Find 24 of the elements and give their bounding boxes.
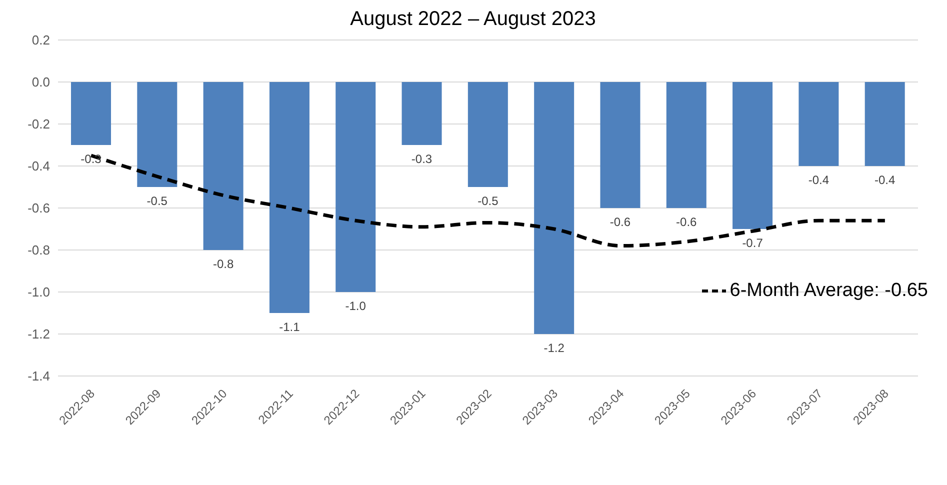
y-tick-label: -0.4 (28, 158, 50, 174)
data-label: -0.6 (610, 215, 631, 229)
legend-label: 6-Month Average: -0.65 (730, 280, 928, 302)
data-label: -0.4 (808, 173, 830, 187)
data-label: -0.7 (742, 236, 764, 250)
y-tick-label: -1.0 (28, 284, 50, 300)
data-label: -1.0 (345, 299, 366, 313)
data-label: -0.8 (212, 257, 234, 271)
y-tick-label: 0.2 (32, 32, 50, 48)
y-tick-label: -0.2 (28, 116, 50, 132)
data-label: -1.1 (279, 320, 300, 334)
data-label: -1.2 (544, 341, 565, 355)
data-label: -0.6 (676, 215, 698, 229)
y-tick-label: -0.6 (28, 200, 50, 216)
chart-title: August 2022 – August 2023 (349, 8, 597, 31)
y-tick-label: -1.4 (28, 368, 50, 384)
data-label: -0.3 (411, 152, 432, 166)
data-label: -0.5 (478, 194, 499, 208)
y-tick-label: -1.2 (28, 326, 50, 342)
y-tick-label: -0.8 (28, 242, 50, 258)
y-tick-label: 0.0 (32, 74, 50, 90)
data-label: -0.5 (146, 194, 168, 208)
data-label: -0.4 (874, 173, 896, 187)
data-label: -0.3 (80, 152, 102, 166)
